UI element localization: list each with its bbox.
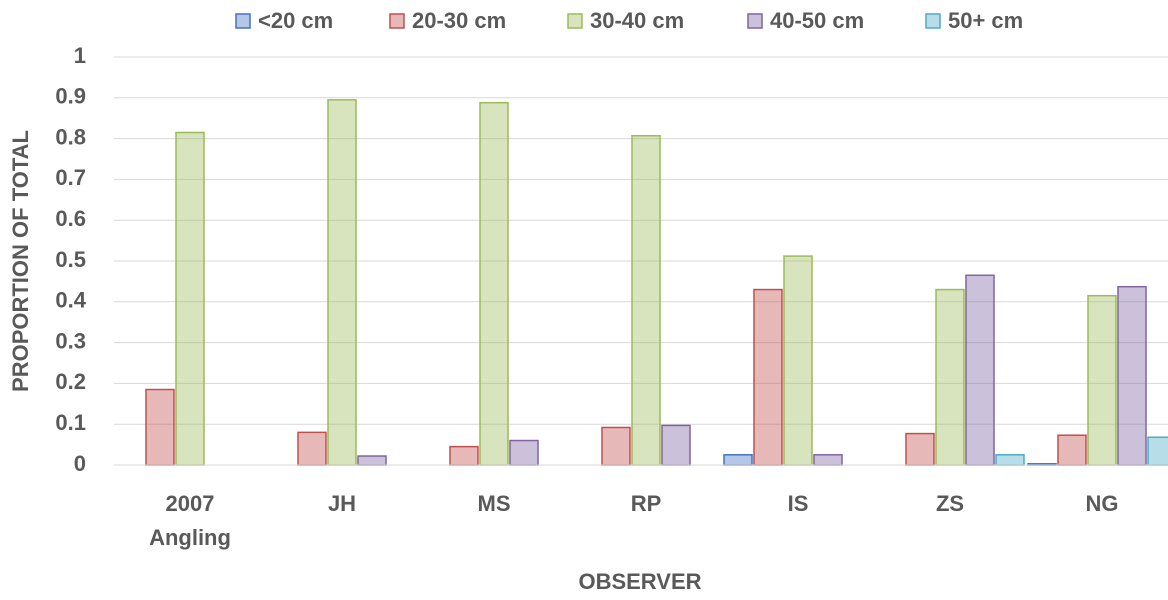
- legend-label: <20 cm: [258, 8, 333, 33]
- legend-swatch: [235, 13, 251, 29]
- bar: [357, 455, 387, 466]
- legend-label: 30-40 cm: [590, 8, 684, 33]
- y-tick-label: 1: [74, 43, 86, 68]
- legend-label: 40-50 cm: [770, 8, 864, 33]
- legend-swatch: [925, 13, 941, 29]
- y-tick-label: 0: [74, 451, 86, 476]
- y-tick-label: 0.7: [55, 165, 86, 190]
- bar: [449, 445, 479, 466]
- y-tick-label: 0.9: [55, 84, 86, 109]
- bar: [175, 131, 205, 466]
- x-tick-label: MS: [478, 491, 511, 516]
- y-axis-title: PROPORTION OF TOTAL: [8, 130, 33, 392]
- bar: [753, 288, 783, 466]
- x-tick-label: 2007 Angling: [149, 491, 231, 550]
- bar: [813, 454, 843, 466]
- x-tick-label: RP: [631, 491, 662, 516]
- bar: [661, 424, 691, 466]
- x-tick-label: IS: [788, 491, 809, 516]
- bar: [509, 439, 539, 466]
- y-tick-label: 0.4: [55, 288, 86, 313]
- bar: [297, 431, 327, 466]
- legend-label: 50+ cm: [948, 8, 1023, 33]
- bar: [1147, 436, 1168, 466]
- legend-swatch: [389, 13, 405, 29]
- x-tick-label: JH: [328, 491, 356, 516]
- x-axis-title: OBSERVER: [578, 569, 701, 594]
- bar: [995, 454, 1025, 466]
- bar: [631, 134, 661, 466]
- x-tick-label: ZS: [936, 491, 964, 516]
- x-tick-label: NG: [1086, 491, 1119, 516]
- bar: [145, 388, 175, 466]
- y-tick-label: 0.1: [55, 410, 86, 435]
- bar: [1087, 294, 1117, 466]
- legend-swatch: [567, 13, 583, 29]
- y-tick-label: 0.5: [55, 247, 86, 272]
- bar: [723, 454, 753, 466]
- bar: [1117, 285, 1147, 466]
- y-tick-label: 0.8: [55, 124, 86, 149]
- bar: [783, 255, 813, 466]
- y-tick-label: 0.6: [55, 206, 86, 231]
- bar: [327, 99, 357, 466]
- legend-swatch: [747, 13, 763, 29]
- bar: [601, 426, 631, 466]
- y-tick-label: 0.2: [55, 369, 86, 394]
- y-tick-label: 0.3: [55, 328, 86, 353]
- bar: [1057, 434, 1087, 466]
- bar: [965, 274, 995, 466]
- bar: [479, 101, 509, 466]
- legend-label: 20-30 cm: [412, 8, 506, 33]
- bar: [935, 288, 965, 466]
- bar: [905, 432, 935, 466]
